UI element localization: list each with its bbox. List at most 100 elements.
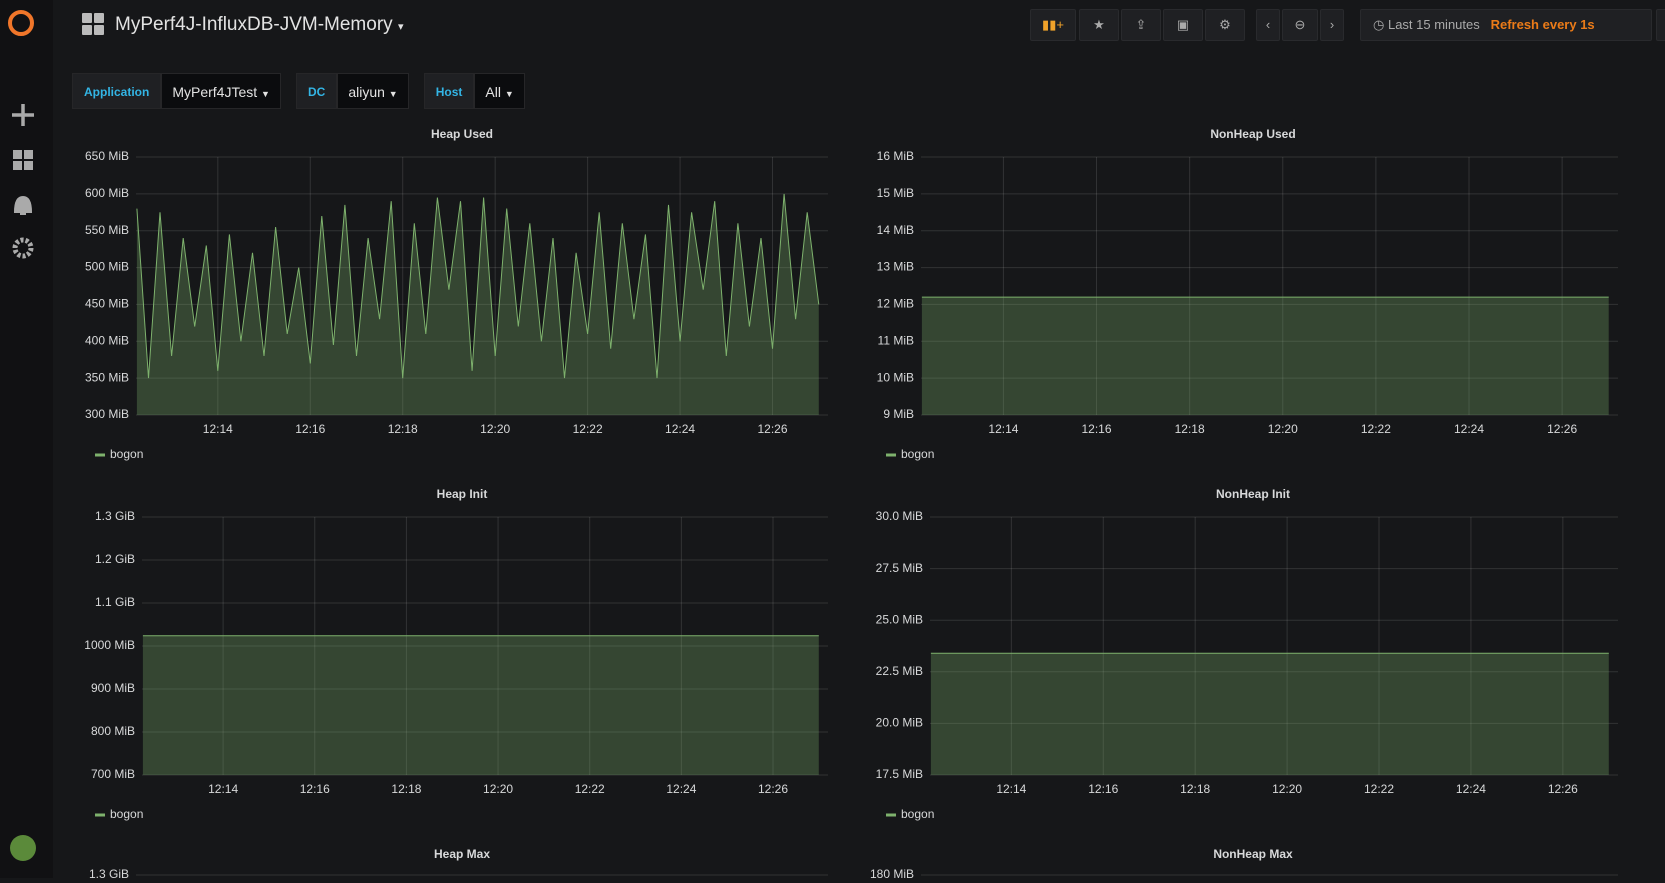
x-tick-label: 12:20 [1272,782,1302,796]
x-tick-label: 12:26 [758,422,788,436]
zoom-out-button[interactable]: ⊖ [1282,9,1318,41]
variable-label: DC [295,73,338,109]
x-tick-label: 12:24 [1456,782,1486,796]
avatar[interactable] [10,835,36,861]
dashboard-title-text: MyPerf4J-InfluxDB-JVM-Memory [115,14,393,35]
y-tick-label: 1.1 GiB [95,595,135,609]
y-tick-label: 27.5 MiB [876,561,923,575]
area [136,193,819,415]
back-button[interactable]: ‹ [1256,9,1280,41]
variable: DC aliyun ▼ [295,73,409,109]
x-tick-label: 12:24 [665,422,695,436]
x-tick-label: 12:18 [1175,422,1205,436]
x-tick-label: 12:20 [480,422,510,436]
sidebar-icons [8,10,36,861]
area [921,297,1609,415]
logo[interactable] [8,10,34,36]
variable-value-text: aliyun [348,84,385,100]
legend-label: bogon [901,807,934,821]
add-panel-button[interactable]: ▮▮+ [1030,9,1076,41]
legend-label: bogon [110,447,143,461]
x-tick-label: 12:18 [1180,782,1210,796]
x-tick-label: 12:24 [666,782,696,796]
y-tick-label: 22.5 MiB [876,664,923,678]
y-tick-label: 1000 MiB [84,638,135,652]
y-tick-label: 12 MiB [877,297,914,311]
x-tick-label: 12:24 [1454,422,1484,436]
y-tick-label: 20.0 MiB [876,716,923,730]
legend-label: bogon [901,447,934,461]
y-tick-label: 800 MiB [91,724,135,738]
y-tick-label: 17.5 MiB [876,767,923,781]
x-tick-label: 12:22 [1364,782,1394,796]
panel-title: NonHeap Used [1210,127,1295,141]
config-icon[interactable] [12,237,34,259]
time-picker[interactable]: ◷ Last 15 minutes Refresh every 1s [1360,9,1652,41]
y-tick-label: 650 MiB [85,149,129,163]
variable-value[interactable]: aliyun ▼ [337,73,409,109]
variable-value[interactable]: MyPerf4JTest ▼ [161,73,281,109]
variable-label: Host [423,73,475,109]
x-tick-label: 12:14 [203,422,233,436]
dashboard-title[interactable]: MyPerf4J-InfluxDB-JVM-Memory ▾ [115,14,404,35]
x-tick-label: 12:26 [1547,422,1577,436]
variable-value-text: All [485,84,501,100]
legend-label: bogon [110,807,143,821]
create-icon[interactable] [12,104,34,126]
y-tick-label: 180 MiB [870,867,914,878]
star-button[interactable]: ★ [1079,9,1119,41]
x-tick-label: 12:22 [1361,422,1391,436]
y-tick-label: 1.3 GiB [95,509,135,523]
panel-title: Heap Used [431,127,493,141]
y-tick-label: 500 MiB [85,260,129,274]
variable-value-text: MyPerf4JTest [172,84,258,100]
x-tick-label: 12:16 [300,782,330,796]
x-tick-label: 12:14 [996,782,1026,796]
variable-label: Application [72,73,162,109]
x-tick-label: 12:16 [1088,782,1118,796]
x-tick-label: 12:16 [1082,422,1112,436]
forward-button[interactable]: › [1320,9,1344,41]
x-tick-label: 12:14 [208,782,238,796]
area [930,653,1609,775]
x-tick-label: 12:14 [988,422,1018,436]
y-tick-label: 450 MiB [85,297,129,311]
refresh-interval: Refresh every 1s [1490,17,1595,32]
y-tick-label: 16 MiB [877,149,914,163]
sidebar [0,0,53,878]
y-tick-label: 1.2 GiB [95,552,135,566]
panel-title: Heap Init [437,487,488,501]
y-tick-label: 350 MiB [85,370,129,384]
y-tick-label: 600 MiB [85,186,129,200]
x-tick-label: 12:20 [1268,422,1298,436]
share-button[interactable]: ⇪ [1121,9,1161,41]
x-tick-label: 12:18 [388,422,418,436]
variables: Application MyPerf4JTest ▼ DC aliyun ▼ Host A… [72,73,540,109]
y-tick-label: 900 MiB [91,681,135,695]
y-tick-label: 13 MiB [877,260,914,274]
time-range: Last 15 minutes [1387,17,1480,32]
y-tick-label: 700 MiB [91,767,135,781]
x-tick-label: 12:18 [391,782,421,796]
y-tick-label: 10 MiB [877,370,914,384]
y-tick-label: 9 MiB [883,407,914,421]
dashboards-icon[interactable] [13,150,33,170]
x-tick-label: 12:16 [295,422,325,436]
settings-button[interactable]: ⚙ [1205,9,1245,41]
panel-title: NonHeap Max [1213,847,1293,861]
y-tick-label: 1.3 GiB [89,867,129,878]
top-bar: MyPerf4J-InfluxDB-JVM-Memory ▾ ▮▮+ ★ ⇪ ▣… [53,0,1665,50]
panel-title: Heap Max [434,847,490,861]
variable-value[interactable]: All ▼ [474,73,525,109]
refresh-button[interactable]: ⟳ [1656,9,1665,41]
alert-icon[interactable] [13,195,33,215]
y-tick-label: 15 MiB [877,186,914,200]
variable: Application MyPerf4JTest ▼ [72,73,281,109]
x-tick-label: 12:20 [483,782,513,796]
save-button[interactable]: ▣ [1163,9,1203,41]
x-tick-label: 12:22 [575,782,605,796]
variable: Host All ▼ [423,73,525,109]
x-tick-label: 12:22 [573,422,603,436]
